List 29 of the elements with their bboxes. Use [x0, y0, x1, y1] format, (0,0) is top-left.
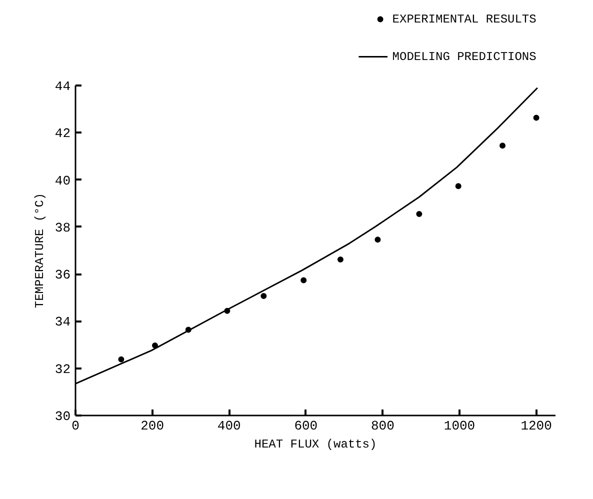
y-tick-label: 42	[54, 126, 71, 142]
x-tick-label: 400	[217, 418, 241, 434]
point	[500, 142, 506, 149]
y-tick-label: 34	[54, 314, 71, 330]
point	[455, 183, 462, 190]
legend-label: EXPERIMENTAL RESULTS	[392, 12, 536, 26]
point	[300, 277, 307, 284]
y-tick-label: 32	[54, 362, 71, 377]
y-tick-label: 40	[54, 173, 71, 188]
point	[533, 114, 540, 121]
point	[152, 342, 158, 348]
point	[416, 210, 422, 217]
point	[118, 356, 124, 362]
x-tick-label: 600	[294, 418, 318, 434]
y-tick-label: 38	[54, 220, 71, 236]
x-axis-title: HEAT FLUX (watts)	[254, 438, 377, 452]
x-tick-label: 1000	[444, 418, 476, 434]
x-tick-label: 200	[140, 418, 164, 434]
point	[337, 256, 344, 262]
y-tick-label: 36	[54, 268, 71, 283]
x-tick-label: 1200	[520, 418, 552, 434]
y-tick-label: 44	[54, 79, 71, 94]
y-axis-title: TEMPERATURE (°C)	[32, 192, 47, 308]
point	[260, 293, 267, 299]
y-tick-label: 30	[54, 409, 71, 424]
legend-label: MODELING PREDICTIONS	[392, 50, 536, 64]
x-tick-label: 800	[371, 418, 394, 434]
point	[374, 236, 381, 243]
x-tick-label: 0	[72, 418, 80, 434]
